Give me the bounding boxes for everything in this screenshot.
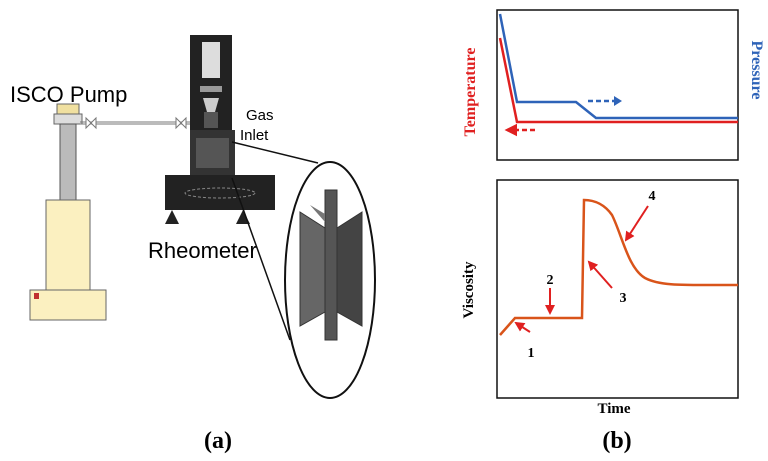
axis-label: Temperature: [462, 48, 479, 137]
marker-label: 2: [547, 273, 554, 288]
axis-label: Pressure: [748, 41, 765, 100]
axis-label: Viscosity: [461, 261, 477, 318]
pump-label: ISCO Pump: [10, 82, 127, 107]
marker-label: 3: [620, 291, 627, 306]
panel-label: (a): [204, 428, 232, 454]
rheometer-label: Rheometer: [148, 238, 257, 263]
axis-label: Time: [597, 401, 630, 417]
pump: [30, 104, 106, 320]
plot-frame: [497, 10, 738, 160]
plot-frame: [497, 180, 738, 398]
marker-label: 1: [528, 346, 535, 361]
viscosity-curve: [500, 200, 738, 335]
arrow-head: [614, 96, 622, 106]
panel-label: (b): [602, 428, 631, 454]
gas-line: [80, 118, 190, 128]
figure: ISCO Pump Gas Inlet Rheometer (a) Temper…: [0, 0, 768, 461]
marker-label: 4: [649, 189, 656, 204]
gas-inlet-label: Inlet: [240, 127, 269, 144]
gas-inlet-label: Gas: [246, 107, 274, 124]
temperature-curve: [500, 38, 738, 122]
